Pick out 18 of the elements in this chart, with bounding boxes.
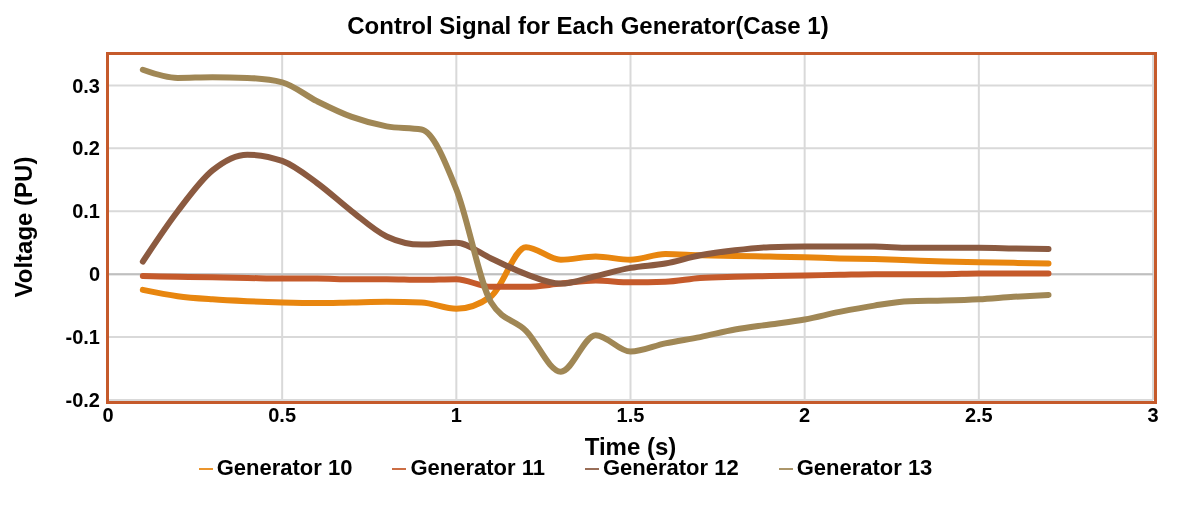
- legend-label: Generator 11: [410, 455, 545, 480]
- x-tick-label: 0.5: [268, 404, 297, 427]
- legend-label: Generator 10: [216, 455, 353, 480]
- y-tick-label: 0.3: [72, 74, 100, 97]
- x-tick-label: 2.5: [964, 404, 993, 427]
- x-tick-label: 0: [102, 404, 114, 427]
- chart-title: Control Signal for Each Generator(Case 1): [346, 11, 830, 41]
- y-tick-label: -0.2: [65, 389, 100, 412]
- x-tick-label: 2: [799, 404, 811, 427]
- legend-label: Generator 13: [796, 455, 933, 480]
- y-tick-label: 0: [88, 263, 100, 286]
- x-tick-label: 1: [450, 404, 462, 427]
- y-axis-title: Voltage (PU): [9, 156, 37, 298]
- x-tick-label: 3: [1147, 404, 1159, 427]
- y-tick-label: 0.2: [72, 137, 100, 160]
- x-tick-label: 1.5: [616, 404, 645, 427]
- y-tick-label: 0.1: [72, 200, 100, 223]
- y-tick-label: -0.1: [65, 326, 100, 349]
